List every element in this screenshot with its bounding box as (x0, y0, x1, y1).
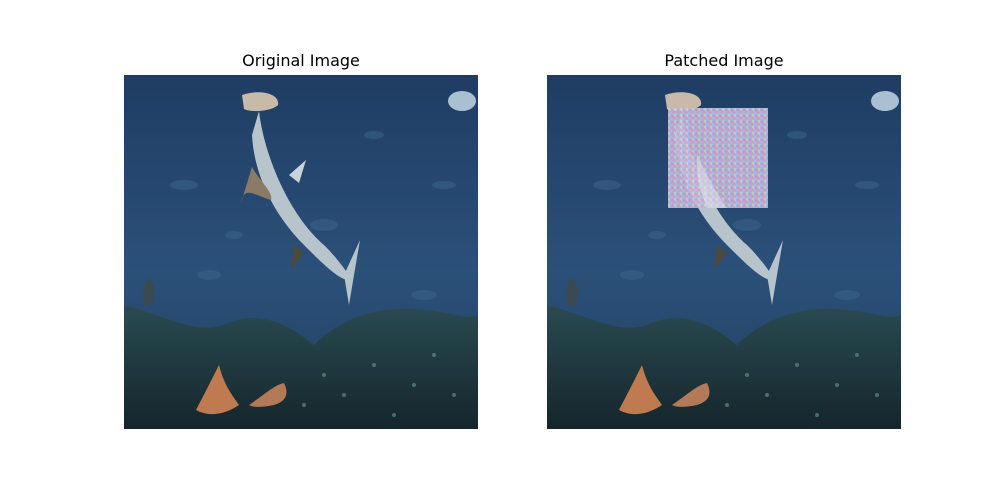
fish-school (170, 131, 456, 300)
stingray (196, 365, 287, 415)
fish (448, 91, 476, 111)
aquarium-scene (124, 75, 478, 429)
fish (143, 279, 155, 307)
original-image-title: Original Image (242, 51, 360, 70)
stingray (619, 365, 710, 415)
hammerhead-shark (241, 92, 360, 305)
aquarium-scene-patched (547, 75, 901, 429)
original-image (124, 75, 478, 429)
adversarial-patch (668, 108, 768, 208)
patched-image-title: Patched Image (664, 51, 784, 70)
patched-image (547, 75, 901, 429)
